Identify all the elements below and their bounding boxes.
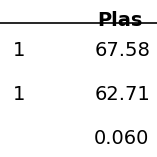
Text: Plas: Plas <box>97 11 143 30</box>
Text: 67.58: 67.58 <box>94 41 150 60</box>
Text: 0.060: 0.060 <box>94 129 150 148</box>
Text: 1: 1 <box>13 41 25 60</box>
Text: 1: 1 <box>13 85 25 104</box>
Text: 62.71: 62.71 <box>94 85 150 104</box>
